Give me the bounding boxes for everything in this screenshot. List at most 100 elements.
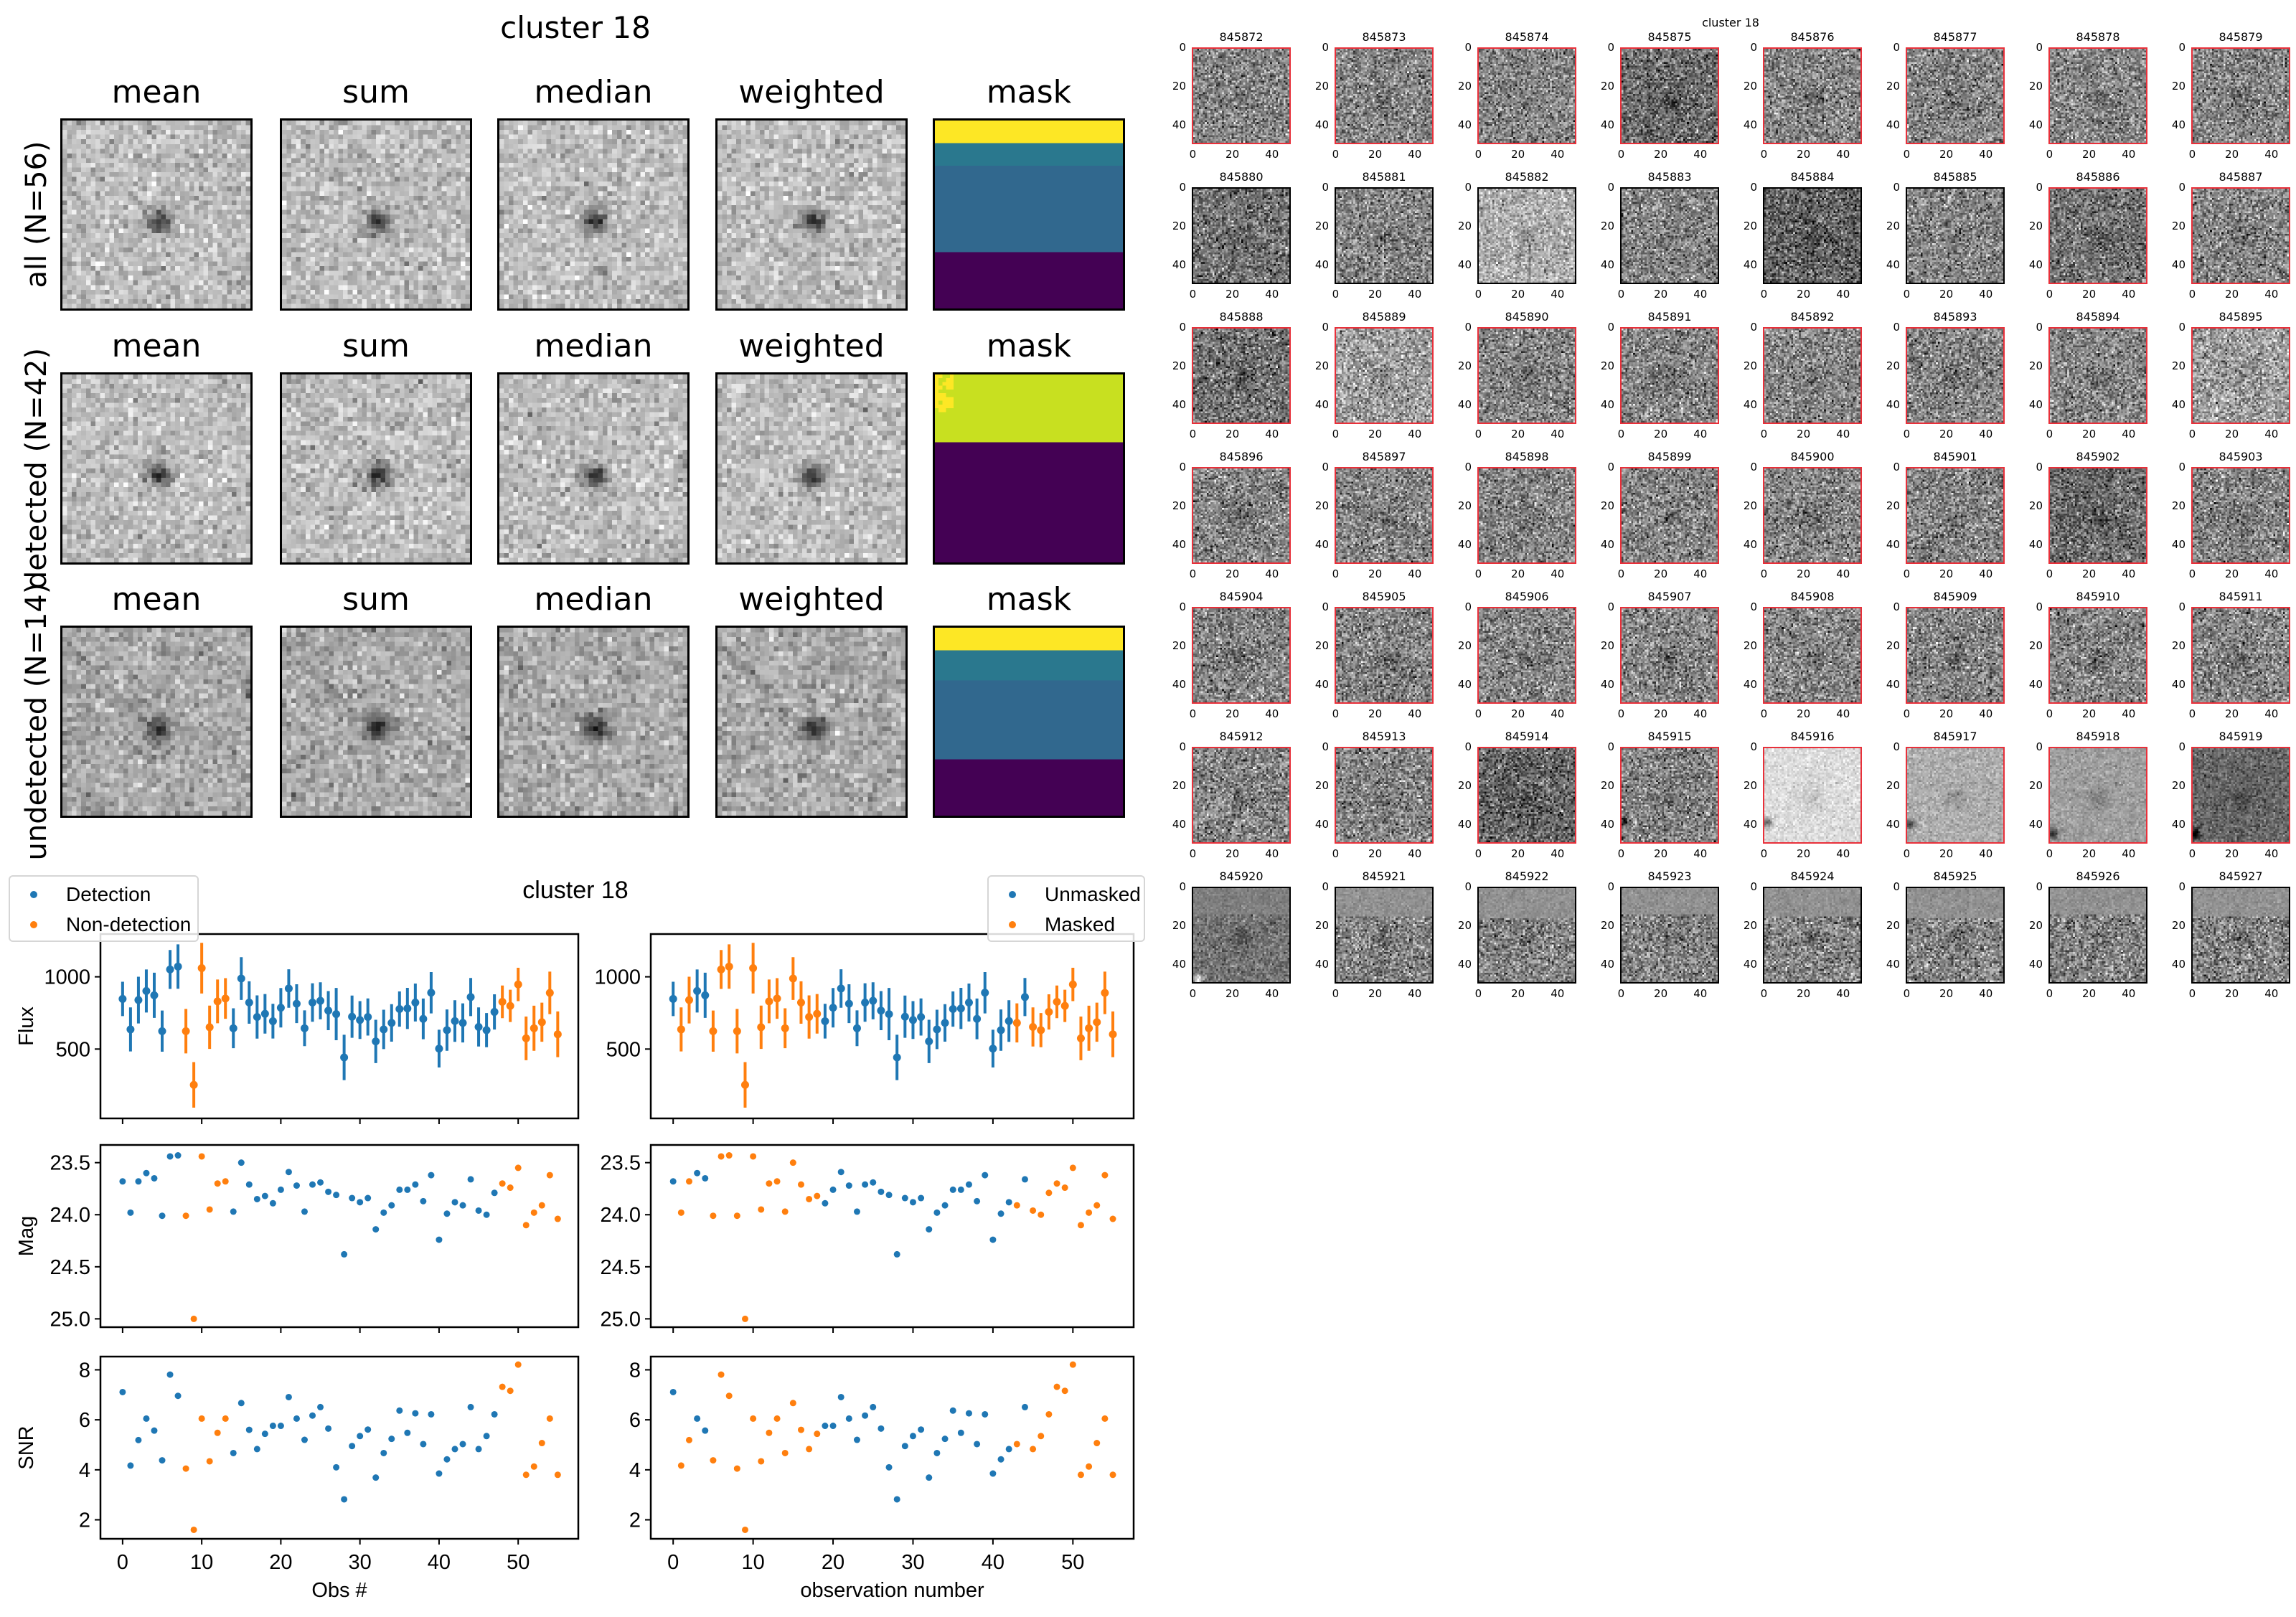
data-point [499,1180,506,1187]
stamp-x-tick-label: 0 [2046,987,2053,1000]
stamp-y-tick-label: 40 [1600,678,1614,692]
stamp-x-tick-label: 40 [2122,428,2136,440]
legend-marker-detection [30,891,37,898]
stamp-x-tick-label: 0 [2046,428,2053,440]
stamp-y-tick-label: 0 [1750,41,1757,55]
data-point [237,974,245,983]
stamp-canvas [1336,329,1432,423]
data-point [396,1186,403,1193]
stamp-y-tick-label: 20 [1314,80,1329,93]
axes-frame [99,933,580,1120]
stamp-canvas [1764,329,1860,423]
data-point [419,1014,428,1023]
mask-image [933,372,1125,565]
data-point [789,1159,796,1166]
stamp-x-tick-label: 40 [2264,428,2279,440]
data-point [1109,1030,1117,1039]
data-point [491,1410,498,1418]
data-point [733,1027,741,1035]
stamp-y-tick-label: 40 [1600,118,1614,132]
data-point [694,1169,701,1177]
data-point [506,1001,514,1010]
data-point [829,1004,837,1012]
stamp-x-tick-label: 0 [1189,148,1197,161]
data-point [467,1403,474,1410]
legend-marker-unmasked [1009,891,1016,898]
stamp-x-tick-label: 20 [1654,288,1668,301]
stamp-x-tick-label: 0 [1189,567,1197,580]
data-point [926,1226,933,1233]
stamp-y-tick-label: 20 [1743,80,1757,93]
stamp-image-845886 [2048,187,2147,284]
stamp-canvas [1764,888,1860,982]
data-point [694,1415,701,1422]
stamp-x-tick-label: 40 [1265,707,1279,720]
stamp-image-845880 [1192,187,1291,284]
stamp-y-tick-label: 20 [1886,80,1900,93]
data-point [483,1433,490,1440]
data-point [933,1025,941,1034]
data-point [684,996,693,1004]
stamp-title: 845888 [1219,310,1264,324]
stamp-x-tick-label: 40 [1693,428,1708,440]
stamp-image-845900 [1763,467,1862,564]
stamp-y-tick-label: 40 [2028,258,2043,272]
stamp-x-tick-label: 40 [1693,707,1708,720]
stamp-x-tick-label: 0 [1474,148,1482,161]
stamp-y-tick-label: 0 [1179,600,1186,614]
data-point [309,1412,316,1419]
data-point [404,1186,411,1193]
data-point [893,1250,900,1258]
stamp-image-845911 [2191,607,2290,704]
data-point [813,1009,822,1018]
data-point [412,1410,419,1417]
data-point [989,1470,997,1477]
data-point [1077,1222,1084,1229]
data-point [317,1179,324,1186]
data-point [1013,1441,1020,1448]
stamp-canvas [1907,468,2003,562]
stamp-y-tick-label: 0 [2036,461,2043,474]
data-point [1109,1215,1116,1222]
stamp-y-tick-label: 0 [2036,181,2043,194]
legend-marker-masked [1009,921,1016,928]
stamp-x-tick-label: 0 [2046,707,2053,720]
stamp-x-tick-label: 0 [2188,428,2196,440]
data-point [166,965,174,974]
data-point [926,1474,933,1481]
stamp-y-tick-label: 40 [2171,958,2186,971]
data-point [198,1153,205,1160]
data-point [982,1172,989,1179]
stamp-title: 845896 [1219,450,1264,463]
data-point [222,1415,229,1422]
data-point [309,1181,316,1188]
data-point [475,1207,482,1214]
stamp-y-tick-label: 0 [1750,461,1757,474]
x-tick-label: 40 [982,1551,1004,1574]
data-point [285,1393,292,1400]
stamp-x-tick-label: 0 [2188,567,2196,580]
stamp-x-tick-label: 20 [1654,987,1668,1000]
data-point [981,989,989,997]
stamp-x-tick-label: 0 [1617,707,1625,720]
data-point [1004,1017,1013,1025]
data-point [253,1195,260,1202]
data-point [1053,997,1061,1006]
stamp-x-tick-label: 40 [1979,148,1993,161]
data-point [166,1153,174,1160]
stamp-x-tick-label: 20 [1511,707,1525,720]
data-point [669,994,677,1003]
stamp-x-tick-label: 20 [2225,987,2239,1000]
data-point [941,1202,949,1209]
stamp-title: 845885 [1933,170,1977,184]
stamp-title: 845927 [2219,869,2263,883]
stamp-x-tick-label: 40 [1265,987,1279,1000]
stamp-y-tick-label: 40 [1314,678,1329,692]
stamp-x-tick-label: 40 [1979,567,1993,580]
data-point [878,1425,885,1432]
column-title-mean: mean [111,328,202,364]
data-point [333,1463,340,1471]
stamp-image-845926 [2048,887,2147,984]
data-point [159,1457,166,1464]
stamp-y-tick-label: 20 [1743,359,1757,373]
